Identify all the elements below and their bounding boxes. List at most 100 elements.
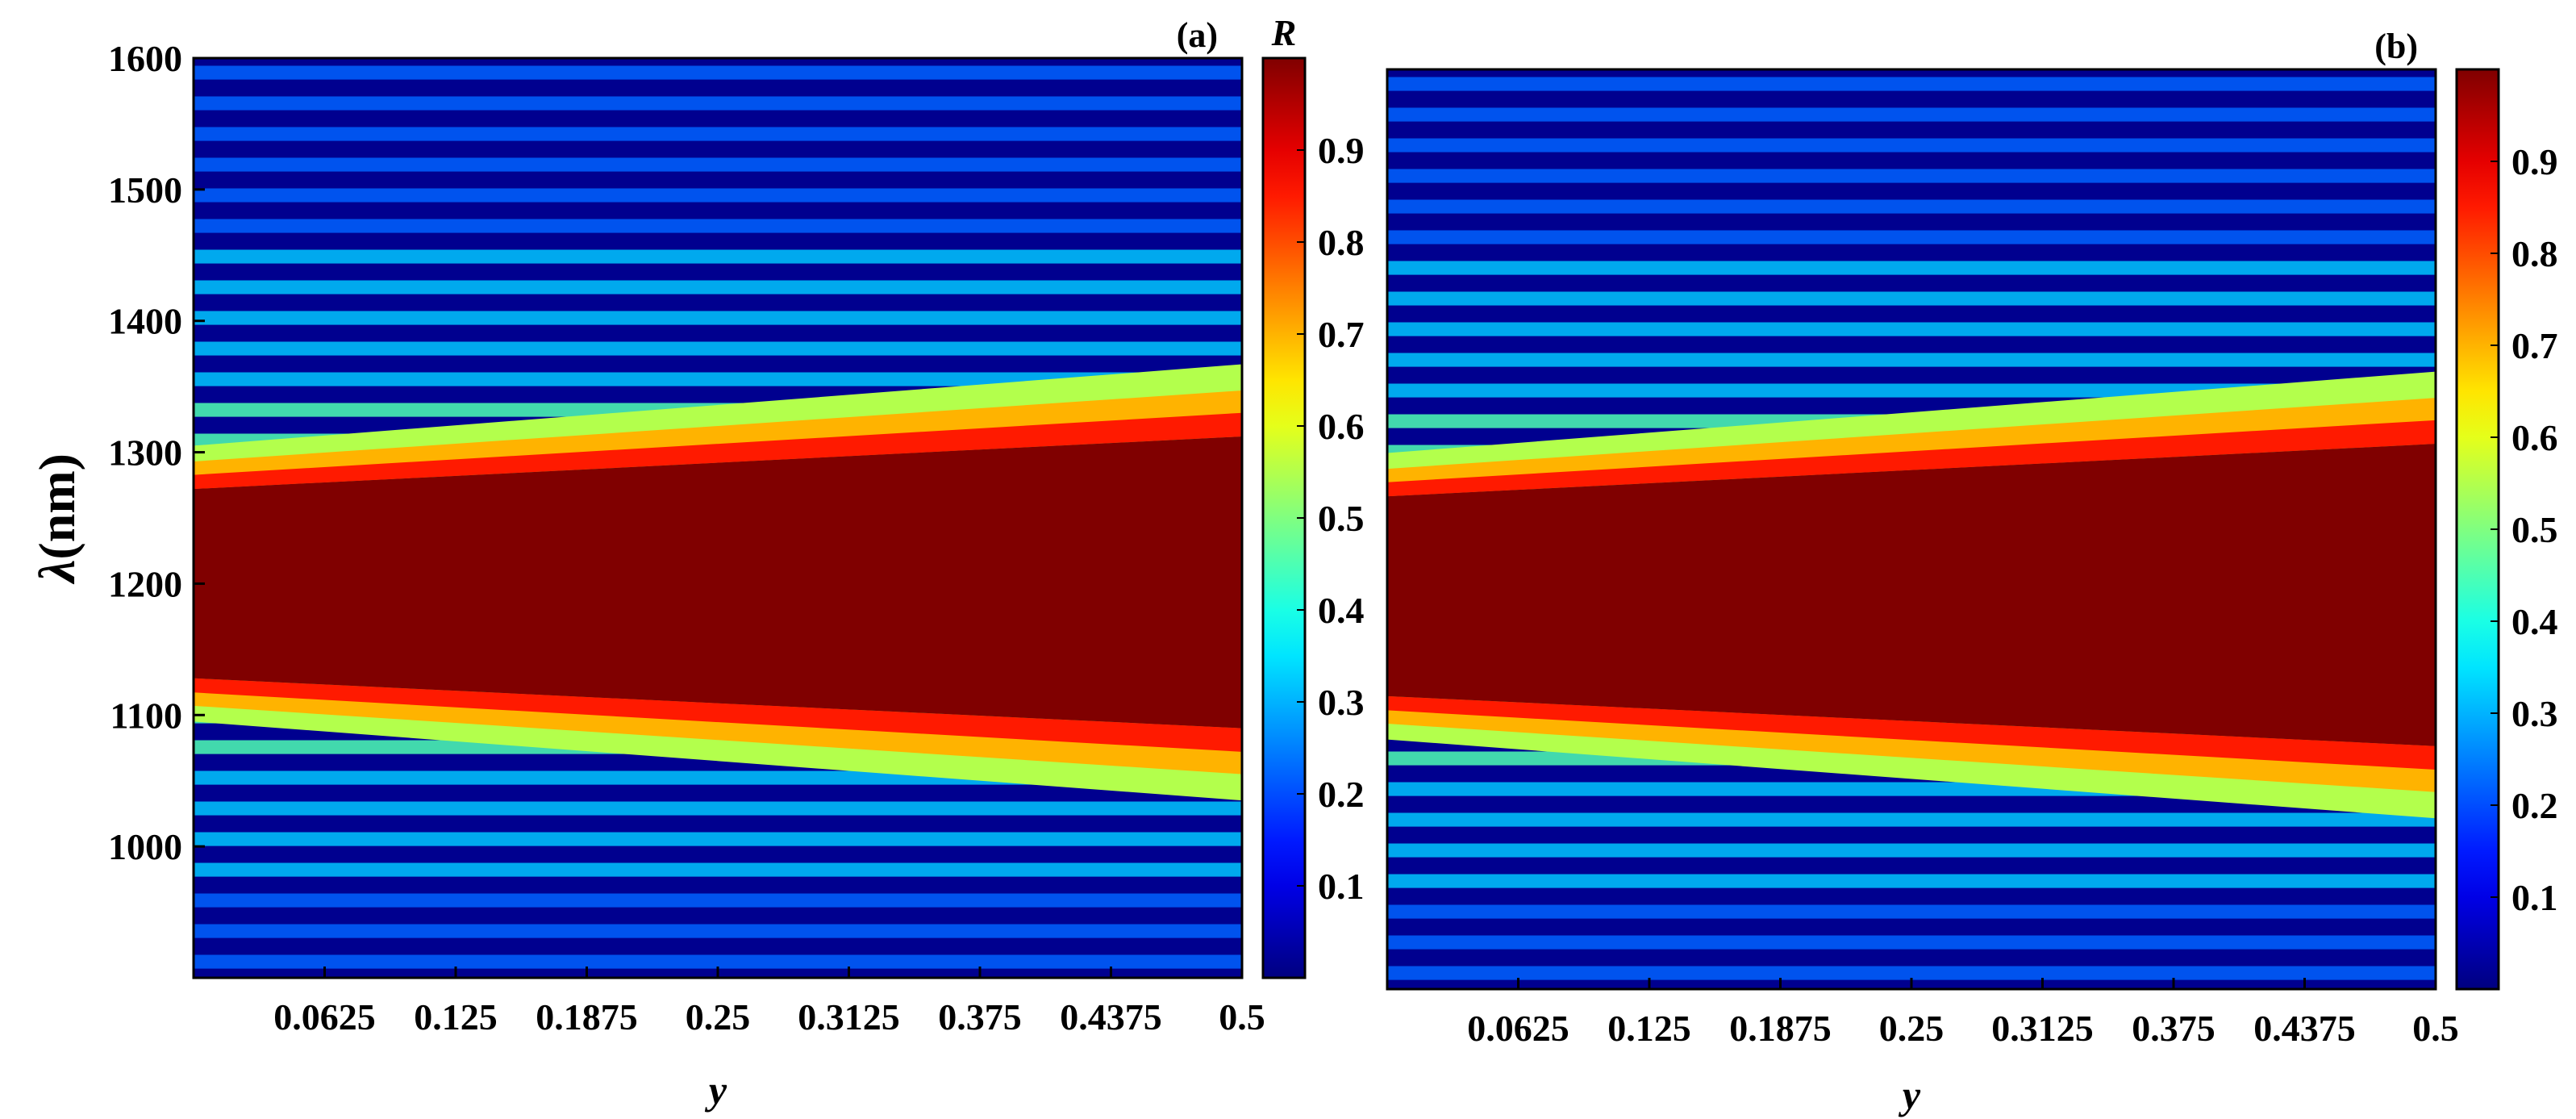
- colorbar-tick-label: 0.5: [2511, 509, 2558, 550]
- heatmap-stripe: [1387, 935, 2436, 950]
- panel-b-colorbar-ticks: 0.1 0.2 0.3 0.4 0.5 0.6 0.7 0.8 0.9: [2491, 141, 2558, 918]
- stopband-upper-fringe: [1387, 420, 2436, 497]
- heatmap-stripe: [194, 311, 1242, 325]
- heatmap-stripe: [194, 96, 1242, 111]
- panel-b-band-edges: [1387, 371, 2436, 819]
- colorbar-title: R: [1271, 12, 1297, 53]
- panel-b: 0.0625 0.125 0.1875 0.25 0.3125 0.375 0.4375 0.…: [1386, 27, 2558, 1117]
- x-tick-label: 0.375: [938, 996, 1022, 1038]
- heatmap-stripe: [194, 862, 1242, 877]
- panel-b-label: (b): [2374, 27, 2418, 66]
- colorbar-tick-label: 0.4: [2511, 601, 2558, 642]
- colorbar-tick-label: 0.7: [2511, 325, 2558, 366]
- x-tick-label: 0.125: [1607, 1008, 1691, 1049]
- y-axis-unit: (nm): [28, 453, 85, 560]
- y-tick-label: 1000: [108, 826, 182, 867]
- y-tick-label: 1400: [108, 301, 182, 342]
- heatmap-stripe: [1387, 874, 2436, 888]
- x-tick-label: 0.0625: [1467, 1008, 1569, 1049]
- y-tick-label: 1300: [108, 432, 182, 474]
- colorbar-tick-label: 0.8: [1318, 222, 1365, 263]
- heatmap-stripe: [194, 341, 1242, 356]
- heatmap-stripe: [194, 157, 1242, 172]
- y-tick-label: 1500: [108, 169, 182, 211]
- y-tick-label: 1200: [108, 563, 182, 604]
- panel-a-heatmap: [194, 58, 1242, 978]
- heatmap-stripe: [1387, 169, 2436, 183]
- colorbar-tick-label: 0.3: [2511, 693, 2558, 734]
- colorbar-tick-label: 0.6: [1318, 406, 1365, 447]
- panel-a-band-edges: [194, 364, 1242, 801]
- x-tick-label: 0.3125: [798, 996, 900, 1038]
- x-tick-label: 0.0625: [273, 996, 376, 1038]
- heatmap-stripe: [194, 127, 1242, 141]
- y-tick-label: 1600: [108, 38, 182, 79]
- x-tick-label: 0.375: [2132, 1008, 2215, 1049]
- colorbar-tick-label: 0.7: [1318, 314, 1365, 355]
- panel-a: 1000 1100 1200 1300 1400 1500 1600 0.0625 0.125…: [28, 12, 1365, 1113]
- heatmap-stripe: [1387, 322, 2436, 336]
- heatmap-stripe: [1387, 199, 2436, 214]
- heatmap-stripe: [1387, 843, 2436, 858]
- heatmap-stripe: [194, 249, 1242, 264]
- heatmap-stripe: [194, 954, 1242, 969]
- x-tick-label: 0.4375: [1060, 996, 1162, 1038]
- colorbar-tick-label: 0.6: [2511, 417, 2558, 458]
- x-tick-label: 0.25: [1879, 1008, 1945, 1049]
- x-tick-label: 0.4375: [2253, 1008, 2356, 1049]
- colorbar-tick-label: 0.8: [2511, 233, 2558, 274]
- heatmap-stripe: [194, 801, 1242, 816]
- panel-a-y-axis: 1000 1100 1200 1300 1400 1500 1600: [108, 38, 205, 867]
- colorbar-tick-label: 0.5: [1318, 498, 1365, 539]
- panel-b-x-axis: 0.0625 0.125 0.1875 0.25 0.3125 0.375 0.4375 0.…: [1467, 978, 2459, 1049]
- x-tick-label: 0.25: [686, 996, 751, 1038]
- heatmap-stripe: [194, 188, 1242, 203]
- x-tick-label: 0.1875: [1729, 1008, 1832, 1049]
- heatmap-stripe: [1387, 230, 2436, 244]
- heatmap-stripe: [1387, 812, 2436, 827]
- panel-a-stopband: [194, 436, 1242, 729]
- heatmap-stripe: [1387, 291, 2436, 306]
- heatmap-stripe: [194, 280, 1242, 294]
- panel-b-x-axis-title: y: [1899, 1072, 1921, 1117]
- panel-a-x-axis: 0.0625 0.125 0.1875 0.25 0.3125 0.375 0.4375 0.…: [273, 967, 1265, 1038]
- x-tick-label: 0.1875: [536, 996, 638, 1038]
- y-axis-symbol: λ: [28, 560, 85, 585]
- colorbar-tick-label: 0.3: [1318, 682, 1365, 723]
- x-tick-label: 0.5: [1219, 996, 1265, 1038]
- colorbar-tick-label: 0.9: [1318, 130, 1365, 171]
- heatmap-stripe: [1387, 77, 2436, 91]
- panel-a-colorbar-ticks: 0.1 0.2 0.3 0.4 0.5 0.6 0.7 0.8 0.9: [1297, 130, 1365, 907]
- x-tick-label: 0.5: [2412, 1008, 2459, 1049]
- stopband-lower-fringe: [194, 678, 1242, 752]
- heatmap-stripe: [1387, 353, 2436, 367]
- colorbar-tick-label: 0.1: [2511, 877, 2558, 918]
- colorbar-tick-label: 0.2: [2511, 785, 2558, 826]
- heatmap-stripe: [194, 893, 1242, 908]
- panel-b-colorbar: 0.1 0.2 0.3 0.4 0.5 0.6 0.7 0.8 0.9: [2455, 68, 2558, 991]
- heatmap-stripe: [1387, 904, 2436, 919]
- x-tick-label: 0.125: [414, 996, 498, 1038]
- heatmap-stripe: [1387, 138, 2436, 152]
- colorbar-tick-label: 0.2: [1318, 774, 1365, 815]
- y-tick-label: 1100: [110, 695, 182, 736]
- heatmap-stripe: [194, 372, 1242, 386]
- colorbar-tick-label: 0.1: [1318, 866, 1365, 907]
- heatmap-stripe: [194, 832, 1242, 846]
- colorbar-tick-label: 0.9: [2511, 141, 2558, 182]
- x-tick-label: 0.3125: [1991, 1008, 2094, 1049]
- heatmap-stripe: [1387, 261, 2436, 275]
- heatmap-stripe: [1387, 107, 2436, 122]
- panel-a-x-axis-title: y: [705, 1067, 727, 1113]
- panel-a-y-axis-title: λ(nm): [28, 453, 85, 585]
- colorbar-tick-label: 0.4: [1318, 590, 1365, 631]
- heatmap-stripe: [194, 924, 1242, 938]
- stopband-upper-fringe: [194, 412, 1242, 490]
- panel-b-heatmap: [1387, 69, 2436, 989]
- panel-b-stopband: [1387, 444, 2436, 746]
- panel-a-label: (a): [1177, 15, 1218, 55]
- heatmap-stripe: [194, 65, 1242, 80]
- heatmap-stripe: [1387, 966, 2436, 980]
- panel-a-colorbar: 0.1 0.2 0.3 0.4 0.5 0.6 0.7 0.8 0.9 R: [1261, 12, 1365, 979]
